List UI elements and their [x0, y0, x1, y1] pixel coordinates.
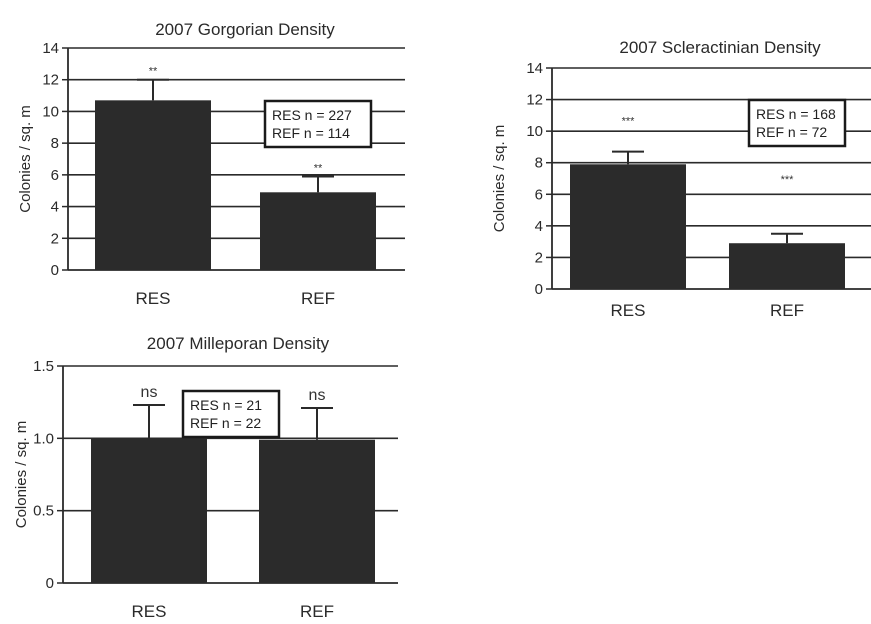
- y-axis-label: Colonies / sq. m: [491, 125, 508, 233]
- legend-entry: RES n = 168: [756, 106, 836, 122]
- y-tick-label: 12: [526, 92, 543, 109]
- x-tick-label: REF: [301, 289, 335, 308]
- y-tick-label: 14: [42, 40, 59, 57]
- y-tick-label: 0: [535, 281, 543, 298]
- chart-svg: 2007 Gorgorian Density 0 2 4 6 8 10 12 14 Colonie…: [17, 20, 405, 308]
- significance-label: ***: [781, 174, 795, 186]
- chart-svg: 2007 Scleractinian Density 0 2 4 6 8 10 12 14 Col…: [491, 38, 871, 320]
- y-tick-label: 0.5: [33, 503, 54, 520]
- chart-title: 2007 Milleporan Density: [147, 334, 330, 353]
- y-tick-label: 2: [51, 230, 59, 247]
- bar-ref: [259, 439, 375, 583]
- y-tick-label: 6: [535, 186, 543, 203]
- chart-title: 2007 Gorgorian Density: [155, 20, 335, 39]
- y-tick-label: 0: [51, 262, 59, 279]
- legend-entry: REF n = 114: [272, 125, 350, 141]
- y-tick-label: 10: [526, 123, 543, 140]
- legend-entry: RES n = 21: [190, 397, 262, 413]
- y-tick-label: 6: [51, 167, 59, 184]
- legend-entry: REF n = 22: [190, 415, 261, 431]
- scleractinian-density-chart: 2007 Scleractinian Density 0 2 4 6 8 10 12 14 Col…: [462, 30, 871, 335]
- bar-ref: [729, 243, 845, 289]
- x-tick-label: RES: [611, 301, 646, 320]
- milleporan-density-chart: 2007 Milleporan Density 0 0.5 1.0 1.5 Colonie…: [0, 327, 410, 624]
- significance-label: **: [314, 162, 323, 174]
- y-tick-label: 2: [535, 249, 543, 266]
- y-tick-label: 1.5: [33, 358, 54, 375]
- x-tick-label: RES: [132, 602, 167, 621]
- legend-box: [181, 389, 281, 439]
- bar-res: [91, 438, 207, 583]
- significance-label: **: [149, 66, 158, 78]
- y-axis-label: Colonies / sq. m: [13, 421, 30, 529]
- legend-box: [263, 99, 373, 149]
- legend-box: [747, 98, 847, 148]
- y-tick-label: 4: [51, 199, 59, 216]
- y-axis-label: Colonies / sq. m: [17, 105, 34, 213]
- y-tick-label: 8: [51, 135, 59, 152]
- y-tick-label: 14: [526, 60, 543, 77]
- x-tick-label: REF: [300, 602, 334, 621]
- bar-ref: [260, 192, 376, 270]
- significance-label: ns: [141, 384, 158, 401]
- bar-res: [95, 100, 211, 270]
- chart-title: 2007 Scleractinian Density: [619, 38, 821, 57]
- x-tick-label: RES: [136, 289, 171, 308]
- y-tick-label: 12: [42, 72, 59, 89]
- gorgorian-density-chart: 2007 Gorgorian Density 0 2 4 6 8 10 12 14 Colonie…: [0, 0, 430, 320]
- y-tick-label: 8: [535, 155, 543, 172]
- chart-svg: 2007 Milleporan Density 0 0.5 1.0 1.5 Colonie…: [13, 334, 398, 621]
- legend-entry: RES n = 227: [272, 107, 352, 123]
- y-tick-label: 4: [535, 218, 543, 235]
- legend-entry: REF n = 72: [756, 124, 827, 140]
- bar-res: [570, 164, 686, 289]
- x-tick-label: REF: [770, 301, 804, 320]
- significance-label: ns: [309, 387, 326, 404]
- y-tick-label: 1.0: [33, 430, 54, 447]
- y-tick-label: 10: [42, 103, 59, 120]
- significance-label: ***: [622, 115, 636, 127]
- y-tick-label: 0: [46, 575, 54, 592]
